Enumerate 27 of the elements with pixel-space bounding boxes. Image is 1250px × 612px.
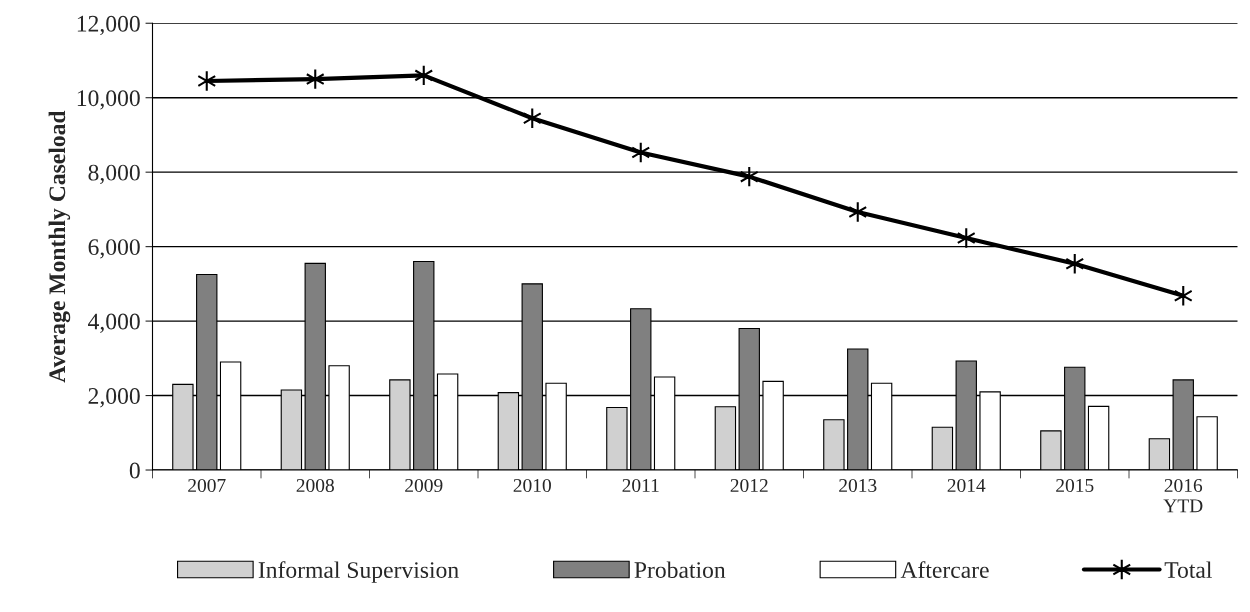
point bbox=[739, 165, 759, 188]
y-tick-label: 6,000 bbox=[88, 239, 140, 259]
x-tick-label: 2014 bbox=[947, 478, 986, 493]
point bbox=[956, 227, 976, 249]
x-tick-label: 2012 bbox=[730, 478, 768, 493]
x-tick-label: 2016 YTD bbox=[1163, 478, 1203, 513]
x-tick-label: 2009 bbox=[405, 478, 443, 493]
x-tick-label: 2011 bbox=[622, 478, 659, 493]
y-tick-label: 0 bbox=[129, 462, 140, 479]
legend-label: Total bbox=[1164, 561, 1212, 578]
legend-label: Informal Supervision bbox=[258, 561, 459, 583]
legend-label: Aftercare bbox=[900, 561, 989, 578]
x-tick-label: 2013 bbox=[839, 478, 877, 493]
x-tick-label: 2010 bbox=[513, 478, 551, 493]
y-tick-label: 12,000 bbox=[77, 15, 140, 36]
x-tick-label: 2007 bbox=[188, 478, 226, 493]
legend-label: Probation bbox=[634, 561, 726, 578]
y-tick-label: 4,000 bbox=[88, 313, 140, 333]
point bbox=[414, 64, 434, 87]
x-tick-label: 2008 bbox=[296, 478, 334, 493]
point bbox=[1173, 285, 1193, 307]
y-tick-label: 2,000 bbox=[88, 388, 140, 408]
y-tick-label: 10,000 bbox=[77, 90, 140, 110]
x-tick-label: 2015 bbox=[1056, 478, 1094, 493]
point bbox=[197, 70, 217, 92]
y-axis-title: Average Monthly Caseload bbox=[48, 110, 71, 383]
y-tick-label: 8,000 bbox=[88, 164, 140, 184]
